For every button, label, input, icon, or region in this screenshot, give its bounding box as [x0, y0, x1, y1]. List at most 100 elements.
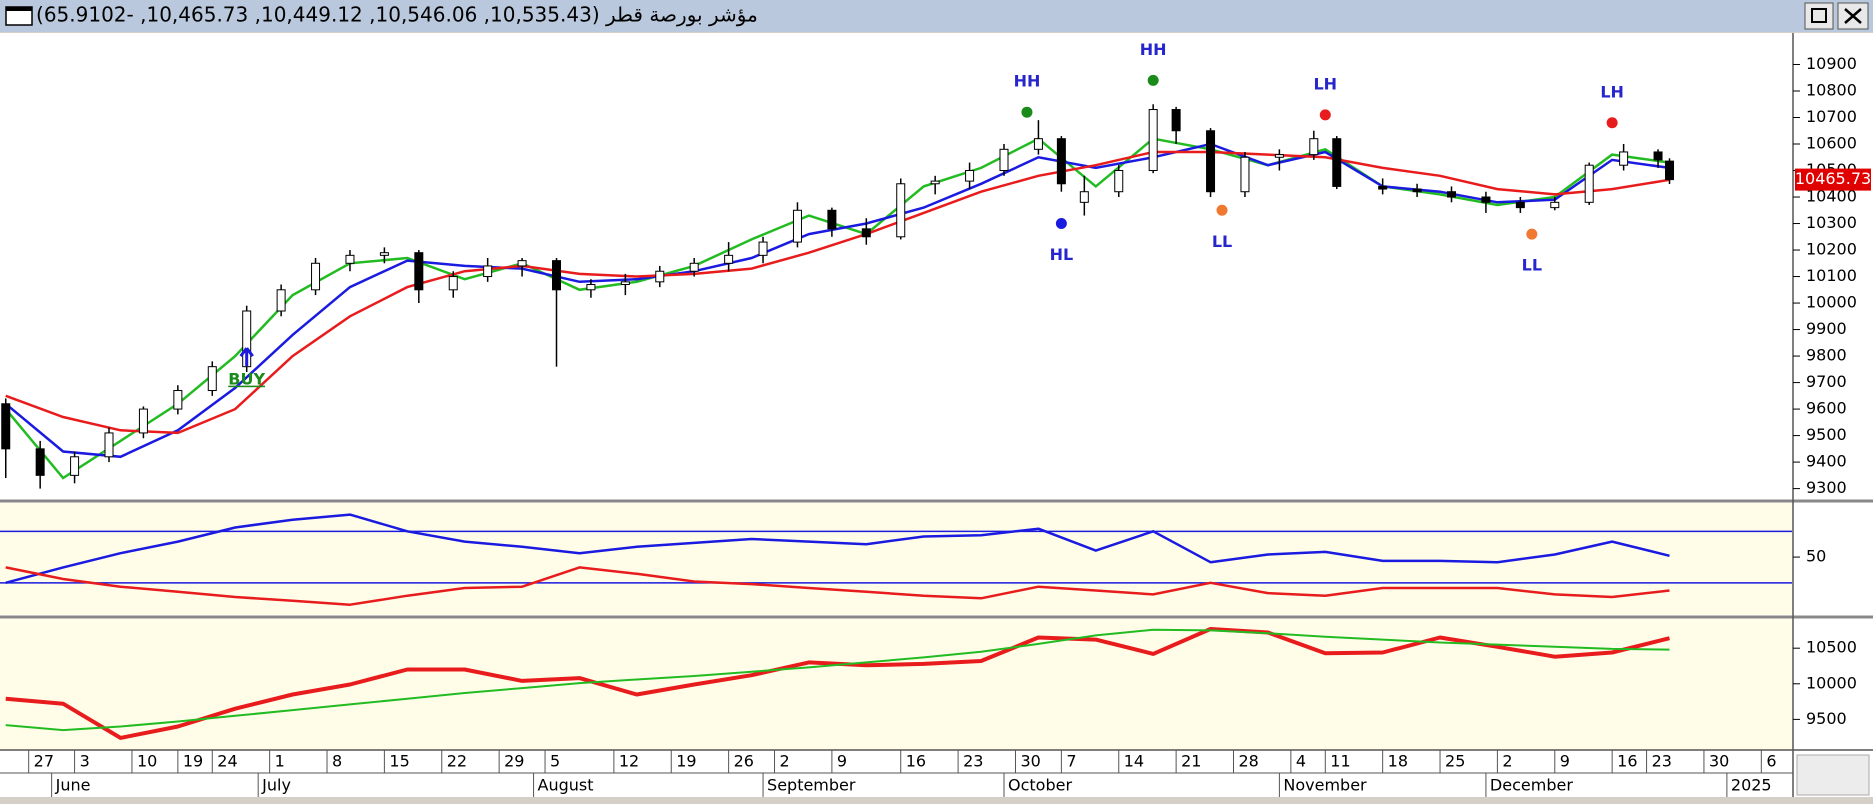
candle-body [1206, 130, 1216, 193]
y-tick-label: 9800 [1806, 346, 1847, 365]
candle-body [586, 283, 596, 291]
candle-body [1665, 160, 1675, 181]
x-tick-label: 5 [550, 752, 560, 771]
moving-average [4, 142, 1670, 459]
swing-marker [1216, 204, 1228, 216]
candle-body [1653, 151, 1663, 161]
x-tick-label: 2 [1502, 752, 1512, 771]
candle-body [1114, 170, 1124, 193]
candle-body [70, 456, 80, 476]
candle-body [35, 448, 45, 476]
indicator-line [5, 628, 1670, 732]
swing-marker [1526, 228, 1538, 240]
month-label: August [538, 776, 594, 795]
y-tick-label: 50 [1806, 547, 1826, 566]
candle-body [1171, 109, 1181, 132]
swing-label: LL [1212, 232, 1232, 251]
month-label: December [1490, 776, 1573, 795]
corner-box [1796, 754, 1870, 796]
candle-body [724, 254, 734, 264]
candle-body [1033, 138, 1043, 150]
close-icon[interactable] [1844, 8, 1862, 24]
x-tick-label: 7 [1066, 752, 1076, 771]
candle-body [861, 228, 871, 238]
x-tick-label: 10 [137, 752, 157, 771]
y-tick-label: 10000 [1806, 673, 1857, 692]
moving-average [5, 150, 1670, 435]
window-bottom [0, 797, 1873, 804]
title-bar [0, 0, 1873, 32]
candle-body [1550, 201, 1560, 209]
indicator-line [5, 627, 1670, 740]
y-tick-label: 10700 [1806, 107, 1857, 126]
candle-body [896, 183, 906, 238]
y-tick-label: 9300 [1806, 478, 1847, 497]
x-tick-label: 16 [906, 752, 926, 771]
x-tick-label: 29 [504, 752, 524, 771]
swing-marker [1055, 218, 1067, 230]
y-tick-label: 10800 [1806, 80, 1857, 99]
swing-label: HL [1050, 245, 1074, 264]
y-tick-label: 9600 [1806, 399, 1847, 418]
x-tick-label: 21 [1181, 752, 1201, 771]
maximize-icon[interactable] [1811, 8, 1827, 23]
candle-body [345, 254, 355, 264]
swing-label: HH [1014, 72, 1041, 91]
swing-marker [1147, 74, 1159, 86]
swing-label: HH [1140, 40, 1167, 59]
panel-background [0, 503, 1792, 615]
y-tick-label: 9900 [1806, 319, 1847, 338]
candle-body [1332, 138, 1342, 187]
candle-body [1148, 109, 1158, 172]
month-label: 2025 [1731, 776, 1772, 795]
candle-body [930, 180, 940, 185]
x-tick-label: 4 [1296, 752, 1306, 771]
indicator-line [5, 566, 1670, 606]
signal-arrow [239, 347, 254, 367]
x-tick-label: 8 [332, 752, 342, 771]
x-tick-label: 16 [1617, 752, 1637, 771]
close-button[interactable] [1837, 2, 1869, 30]
x-tick-label: 12 [619, 752, 639, 771]
last-price-label: 10465.73 [1795, 169, 1871, 188]
candle-body [311, 262, 321, 291]
candle-body [1584, 164, 1594, 203]
x-tick-label: 3 [80, 752, 90, 771]
maximize-button[interactable] [1804, 2, 1834, 30]
swing-label: LL [1522, 256, 1542, 275]
candle-body [689, 262, 699, 272]
candle-body [1619, 151, 1629, 166]
x-tick-label: 18 [1388, 752, 1408, 771]
x-tick-label: 25 [1445, 752, 1465, 771]
x-tick-label: 30 [1020, 752, 1040, 771]
x-tick-label: 23 [963, 752, 983, 771]
candle-body [517, 260, 527, 267]
candle-body [104, 432, 114, 458]
x-tick-label: 30 [1709, 752, 1729, 771]
candle-body [414, 252, 424, 291]
y-tick-label: 9500 [1806, 425, 1847, 444]
swing-marker [1606, 117, 1618, 129]
x-tick-label: 6 [1766, 752, 1776, 771]
swing-marker [1319, 109, 1331, 121]
candle-body [1274, 154, 1284, 158]
x-tick-label: 28 [1238, 752, 1258, 771]
x-tick-label: 19 [183, 752, 203, 771]
candle-body [758, 241, 768, 256]
candle-body [1481, 196, 1491, 203]
month-label: June [55, 776, 91, 795]
y-tick-label: 10000 [1806, 293, 1857, 312]
x-tick-label: 26 [734, 752, 754, 771]
y-tick-label: 9400 [1806, 452, 1847, 471]
x-tick-label: 22 [447, 752, 467, 771]
candle-body [620, 281, 630, 285]
maximize-frame[interactable] [1804, 2, 1834, 30]
candle-body [999, 148, 1009, 172]
y-tick-label: 10300 [1806, 213, 1857, 232]
candle-body [1378, 185, 1388, 190]
y-tick-label: 10600 [1806, 134, 1857, 153]
candle-body [483, 265, 493, 278]
candle-body [448, 276, 458, 291]
x-tick-label: 14 [1124, 752, 1144, 771]
